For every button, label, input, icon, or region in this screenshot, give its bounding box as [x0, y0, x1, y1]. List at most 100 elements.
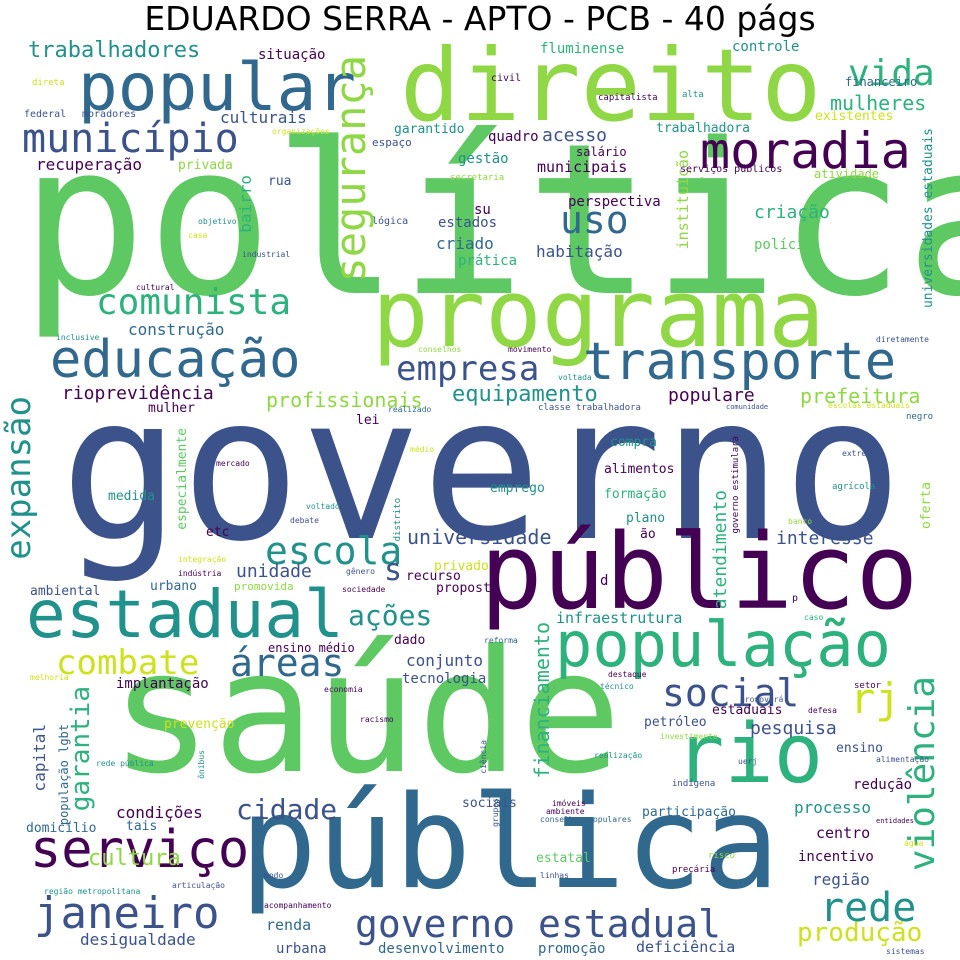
word: alimentação [876, 755, 929, 764]
word: reforma [484, 636, 518, 645]
word: tecnologia [402, 671, 487, 687]
word: garantia [66, 686, 96, 812]
word: rua [268, 174, 292, 189]
word: estatal [536, 851, 591, 866]
word: medida [108, 489, 155, 504]
word: conselhos [418, 345, 462, 354]
word: moradores [82, 109, 137, 120]
word: lógica [372, 216, 409, 227]
word: ensino [836, 741, 883, 756]
word: rede pública [96, 759, 154, 768]
word: interesse [776, 528, 874, 549]
word: mulheres [830, 91, 927, 115]
word: alta [682, 90, 704, 100]
word: espaço [372, 136, 412, 149]
word: uso [560, 198, 629, 242]
word: cultural [136, 283, 175, 292]
word: criado [436, 234, 494, 253]
word: mercado [216, 459, 250, 468]
word: sistemas [886, 947, 925, 956]
word: promoção [538, 941, 606, 957]
word: economia [324, 685, 363, 694]
word: secretaria [450, 173, 505, 183]
word: risco [708, 851, 736, 861]
word: região [812, 870, 870, 889]
word: compra [610, 435, 657, 450]
word: água [904, 839, 924, 848]
word: capital [30, 724, 49, 792]
word: polícia [754, 237, 814, 253]
word: rj [850, 674, 901, 723]
word: controle [732, 39, 800, 55]
word: serviços públicos [680, 164, 783, 175]
word: habitação [536, 242, 623, 261]
word: ambiente [546, 807, 585, 816]
word: política [20, 98, 960, 343]
word: população lgbt [57, 724, 71, 826]
word: atividade [814, 167, 880, 181]
word: sociedade [342, 585, 386, 594]
word: cidade [236, 793, 338, 826]
word: organizações [272, 127, 330, 136]
word: implantação [116, 676, 209, 692]
word: infraestrutura [556, 609, 683, 627]
word: classe trabalhadora [538, 403, 641, 413]
word: comunidade [726, 403, 769, 411]
word: ensino médio [268, 641, 355, 655]
word: programa [372, 260, 825, 369]
word: áreas [230, 641, 345, 685]
word: redução [853, 777, 913, 793]
word: participação [642, 805, 736, 820]
word: ações [348, 599, 433, 632]
word: industrial [242, 250, 291, 259]
word: setor [854, 681, 882, 691]
word: ação [690, 176, 710, 185]
word: privada [178, 158, 233, 173]
word: público [480, 511, 919, 633]
word: trabalhadores [28, 38, 201, 63]
word: incentivo [798, 849, 874, 865]
word: governo estimulará [731, 436, 741, 534]
word: recurso [406, 569, 461, 584]
word: acompanhamento [264, 901, 332, 910]
word: atendimento [710, 490, 731, 610]
word: direta [32, 78, 65, 88]
word: p [792, 593, 799, 604]
word: escola [265, 529, 403, 573]
word: promovida [234, 580, 294, 593]
word: formação [604, 487, 667, 502]
word: voltado [306, 502, 340, 511]
word: universidades estaduais [921, 128, 936, 309]
word: negro [906, 412, 934, 422]
word: deficiência [636, 938, 736, 956]
word: proposta [436, 581, 499, 596]
word: gênero [346, 567, 375, 576]
word: capitalista [598, 93, 658, 103]
word: movimento [508, 345, 552, 354]
word: articulação [172, 881, 225, 890]
word: empresa [396, 349, 540, 389]
word: social [662, 671, 800, 715]
word: inclusive [56, 333, 100, 342]
word: técnico [600, 682, 634, 691]
word: unidade [236, 561, 312, 582]
word: sociais [462, 796, 517, 811]
word: conjunto [406, 651, 484, 670]
word: integração [178, 555, 227, 564]
word: racismo [360, 715, 394, 724]
word: realizado [388, 405, 432, 414]
word: universidade [407, 525, 552, 549]
word: profissionais [266, 388, 423, 412]
word: processo [794, 798, 872, 817]
page-title: EDUARDO SERRA - APTO - PCB - 40 págs [144, 0, 816, 38]
word: ônibus [197, 750, 206, 779]
word: linhas [540, 871, 569, 880]
word: ciência [479, 740, 488, 774]
word: promoverá [740, 695, 784, 704]
word: estadual [26, 576, 344, 653]
word: construção [128, 320, 225, 339]
word: garantido [394, 122, 465, 137]
word: uerj [738, 757, 758, 766]
word: moradia [700, 122, 911, 180]
